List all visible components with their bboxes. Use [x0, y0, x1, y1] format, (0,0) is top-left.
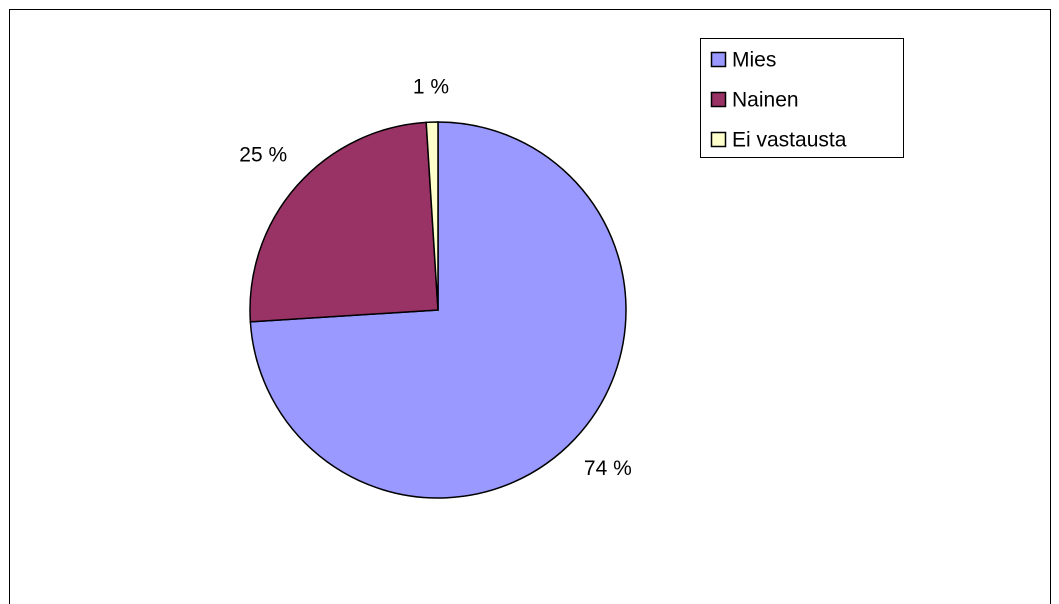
- legend-box: [700, 38, 904, 158]
- legend-swatch: [710, 51, 727, 68]
- legend-swatch: [710, 91, 727, 108]
- data-label: 25 %: [239, 143, 287, 166]
- legend-label: Mies: [732, 49, 776, 72]
- legend-swatch: [710, 131, 727, 148]
- data-label: 74 %: [584, 457, 632, 480]
- legend-label: Ei vastausta: [732, 129, 847, 152]
- data-label: 1 %: [413, 76, 449, 99]
- pie-slice: [425, 121, 439, 311]
- pie-slice: [249, 121, 439, 323]
- legend-label: Nainen: [732, 89, 799, 112]
